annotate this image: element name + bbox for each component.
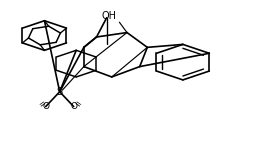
Text: OH: OH — [102, 11, 117, 21]
Text: =: = — [37, 98, 48, 110]
Text: =: = — [71, 98, 82, 110]
Text: O: O — [70, 102, 77, 111]
Text: S: S — [57, 87, 63, 97]
Text: O: O — [42, 102, 49, 111]
